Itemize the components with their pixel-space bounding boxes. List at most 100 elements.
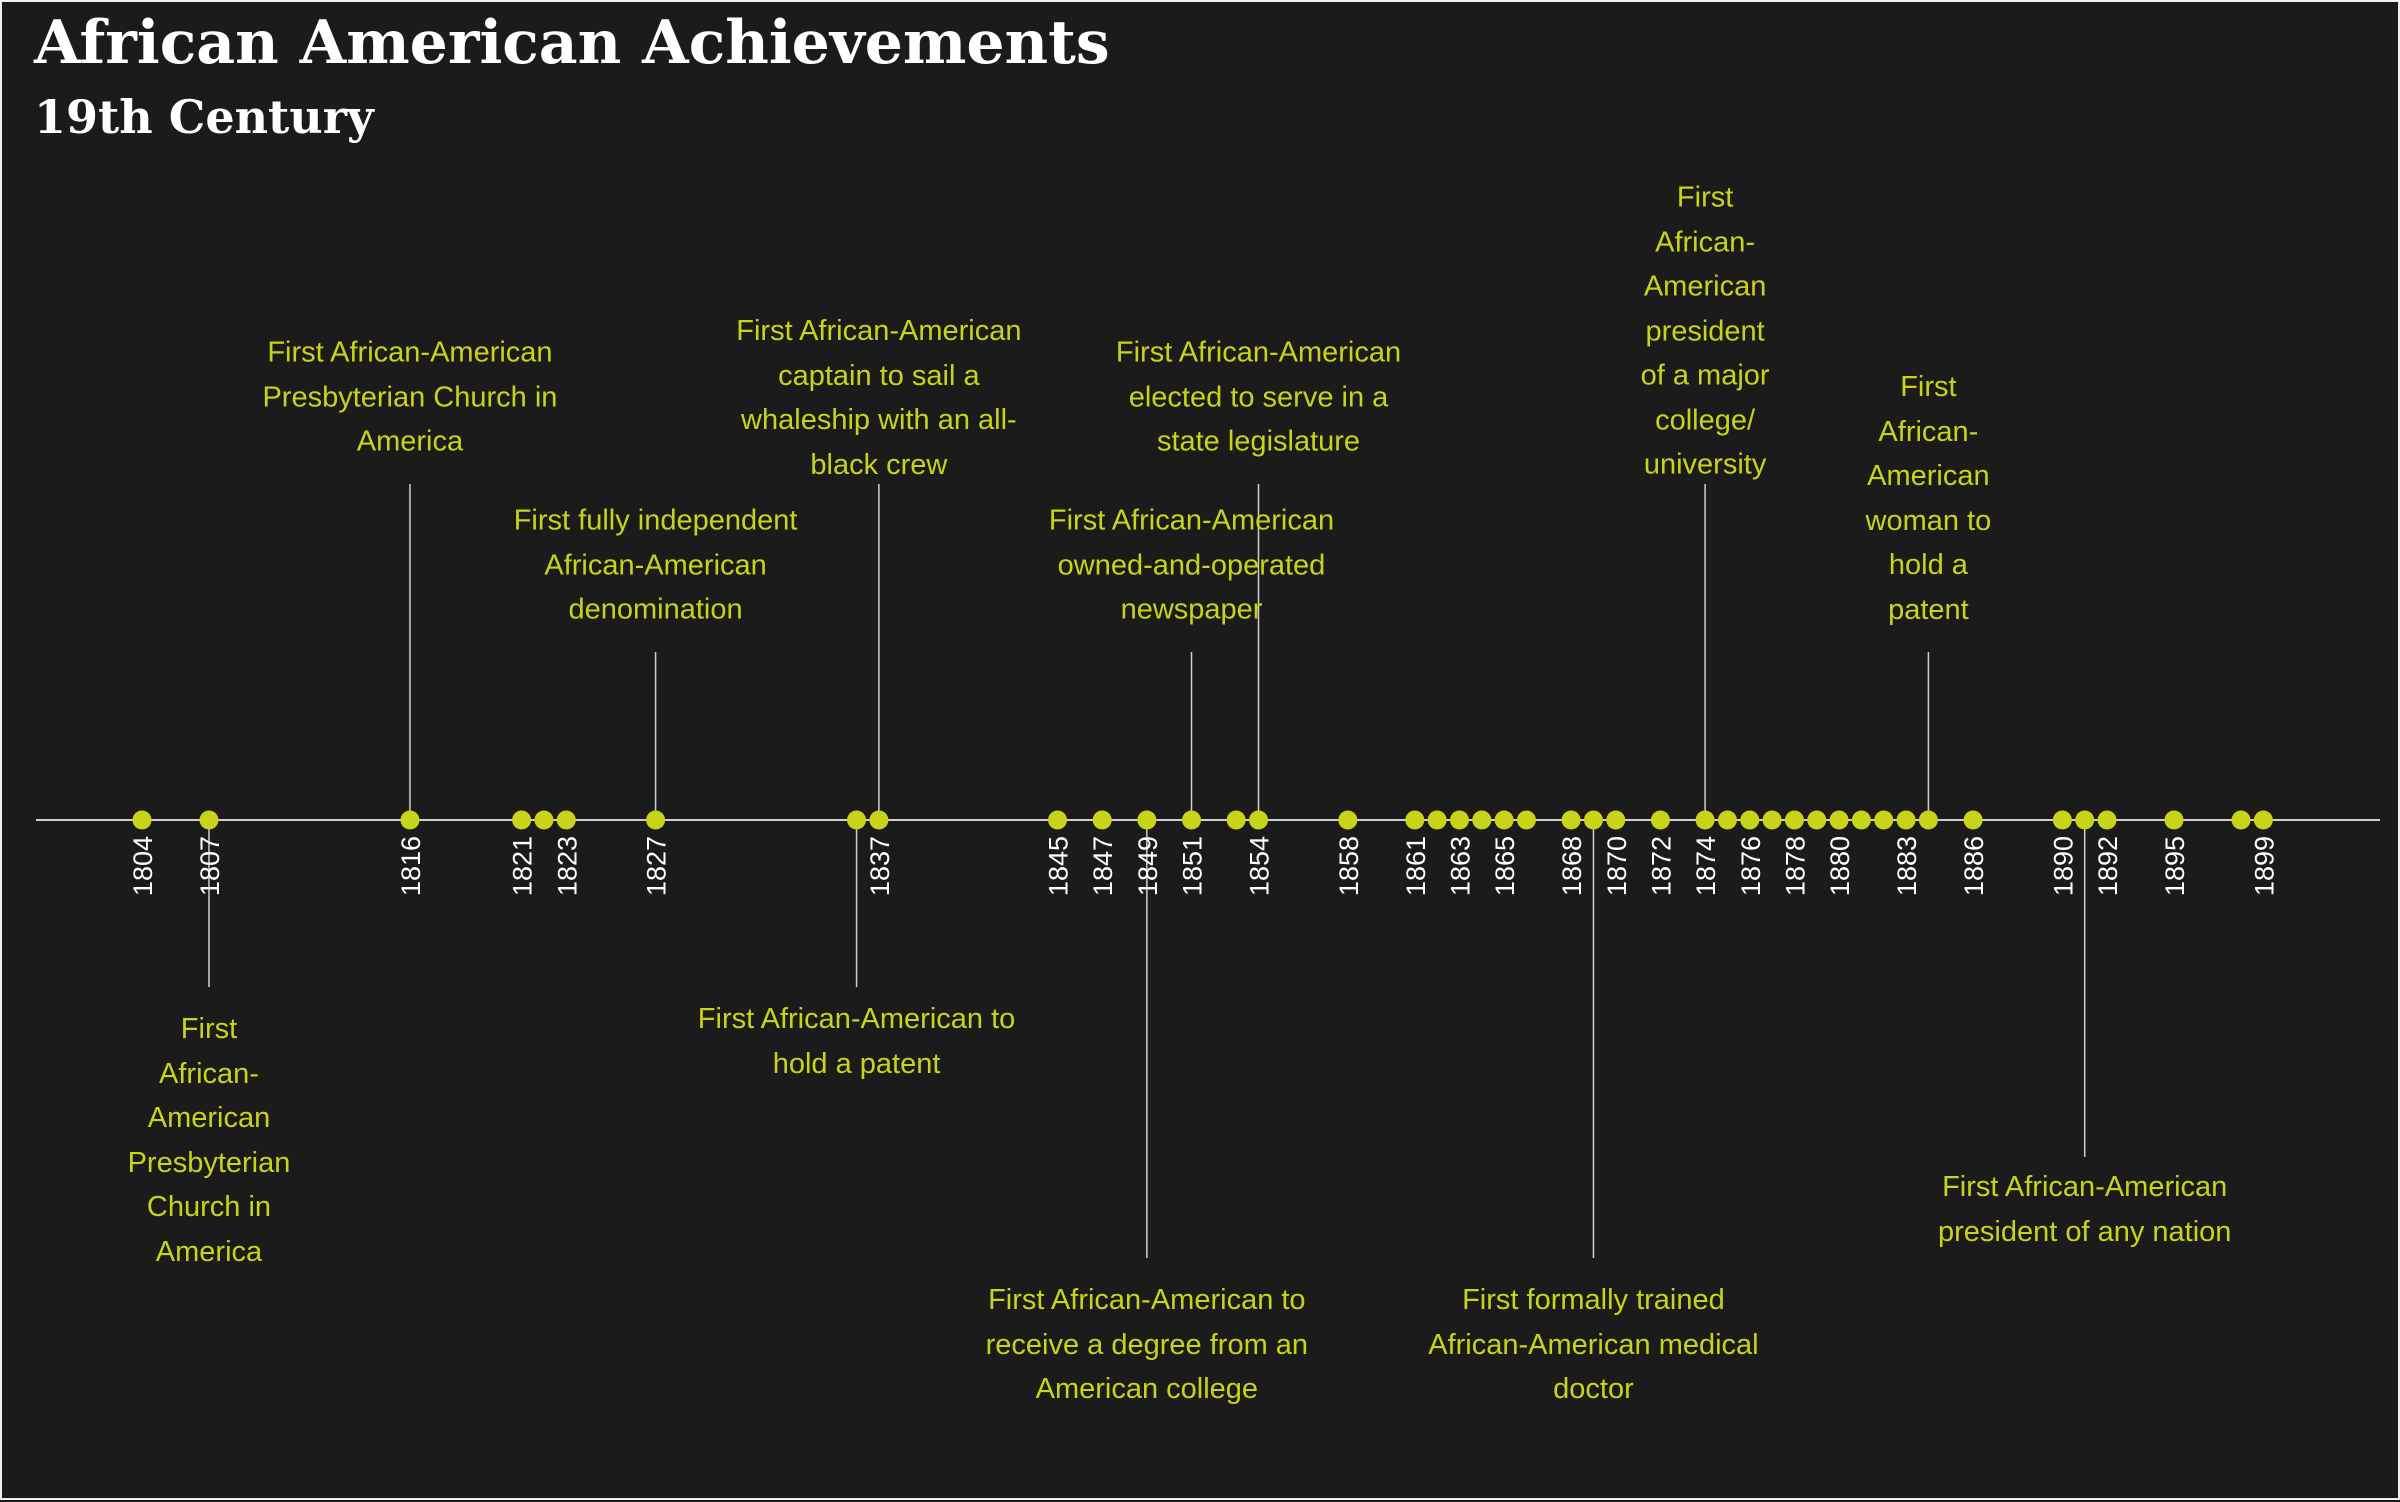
annotation-line: African-American — [544, 549, 767, 581]
event-marker — [2231, 810, 2251, 830]
event-marker — [1829, 810, 1849, 830]
year-tick-label: 1849 — [1133, 836, 1163, 896]
annotation-line: First — [1676, 181, 1734, 214]
event-marker — [1427, 810, 1447, 830]
annotation-line: African- — [1878, 415, 1979, 448]
event-marker — [512, 810, 532, 830]
event-marker — [2052, 810, 2072, 830]
annotation-label: First African-American owned-and-operated… — [1027, 499, 1357, 633]
year-tick-label: 1847 — [1088, 836, 1118, 896]
annotation-line: of a major — [1640, 359, 1770, 392]
annotation-line: American — [147, 1102, 271, 1134]
event-marker — [2164, 810, 2184, 830]
annotation-label: First African-American president of any n… — [1915, 1165, 2255, 1254]
year-tick-label: 1854 — [1245, 836, 1275, 896]
event-marker — [1784, 810, 1804, 830]
annotation-line: First African-American to — [988, 1284, 1306, 1316]
year-tick-label: 1892 — [2093, 836, 2123, 896]
event-marker — [1717, 810, 1737, 830]
annotation-line: black crew — [810, 448, 948, 481]
event-marker — [2097, 810, 2117, 830]
annotation-line: hold a patent — [772, 1047, 941, 1080]
year-tick-label: 1878 — [1780, 836, 1810, 896]
annotation-line: Church in — [146, 1191, 272, 1223]
year-tick-label: 1868 — [1557, 836, 1587, 896]
year-tick-label: 1880 — [1825, 836, 1855, 896]
year-tick-label: 1845 — [1044, 836, 1074, 896]
year-tick-label: 1876 — [1736, 836, 1766, 896]
year-tick-label: 1899 — [2249, 836, 2279, 896]
annotation-line: American college — [1035, 1373, 1259, 1405]
event-marker — [1963, 810, 1983, 830]
annotation-label: First African- American woman to hold a paten… — [1853, 365, 2003, 632]
annotation-line: patent — [1888, 593, 1969, 626]
year-tick-label: 1872 — [1646, 836, 1676, 896]
annotation-line: First formally trained — [1462, 1284, 1725, 1316]
annotation-label: First African- American Presbyterian Church … — [114, 1007, 304, 1274]
event-marker — [2075, 810, 2095, 830]
event-marker — [1583, 810, 1603, 830]
annotation-label: First formally trained African-American m… — [1403, 1278, 1783, 1412]
event-marker — [1874, 810, 1894, 830]
year-tick-label: 1823 — [552, 836, 582, 896]
event-marker — [556, 810, 576, 830]
annotation-line: newspaper — [1120, 593, 1263, 626]
event-marker — [534, 810, 554, 830]
year-tick-label: 1861 — [1401, 836, 1431, 896]
event-marker — [400, 810, 420, 830]
annotation-line: First — [1900, 371, 1957, 403]
year-tick-label: 1858 — [1334, 836, 1364, 896]
annotation-line: hold a — [1888, 549, 1968, 581]
annotation-line: First African-American — [1942, 1171, 2228, 1203]
event-marker — [847, 810, 867, 830]
annotation-line: president — [1645, 315, 1765, 347]
event-marker — [1740, 810, 1760, 830]
year-tick-label: 1883 — [1892, 836, 1922, 896]
annotation-line: receive a degree from an — [985, 1328, 1309, 1361]
annotation-label: First African-American to hold a patent — [677, 997, 1037, 1086]
event-marker — [1226, 810, 1246, 830]
annotation-label: First African-American to receive a degre… — [962, 1278, 1332, 1412]
event-marker — [1896, 810, 1916, 830]
year-tick-label: 1870 — [1602, 836, 1632, 896]
year-tick-label: 1807 — [195, 836, 225, 896]
annotation-line: captain to sail a — [778, 359, 980, 392]
chart-title: African American Achievements — [34, 8, 1110, 78]
annotation-line: African-American medical — [1428, 1328, 1759, 1361]
annotation-line: president of any nation — [1937, 1215, 2232, 1248]
event-marker — [2253, 810, 2273, 830]
event-marker — [132, 810, 152, 830]
event-marker — [1807, 810, 1827, 830]
event-marker — [1695, 810, 1715, 830]
year-tick-label: 1851 — [1178, 836, 1208, 896]
event-marker — [1606, 810, 1626, 830]
annotation-line: American — [1867, 460, 1990, 492]
annotation-line: elected to serve in a — [1128, 381, 1389, 413]
annotation-line: First African-American — [1048, 504, 1335, 537]
annotation-line: whaleship with an all- — [741, 404, 1017, 436]
event-marker — [1494, 810, 1514, 830]
event-marker — [1249, 810, 1268, 830]
annotation-line: university — [1643, 448, 1767, 481]
annotation-line: denomination — [568, 593, 743, 626]
event-marker — [1918, 810, 1938, 830]
year-tick-label: 1874 — [1691, 836, 1721, 896]
annotation-label: First fully independent African-American d… — [491, 499, 821, 633]
annotation-line: Presbyterian Church in — [262, 381, 558, 413]
event-marker — [1182, 810, 1202, 830]
event-marker — [1516, 810, 1536, 830]
year-tick-label: 1821 — [508, 836, 538, 896]
chart-subtitle: 19th Century — [34, 90, 374, 144]
event-marker — [1561, 810, 1581, 830]
annotation-line: First African-American — [1115, 336, 1402, 369]
annotation-line: owned-and-operated — [1057, 549, 1326, 581]
year-tick-label: 1890 — [2048, 836, 2078, 896]
annotation-line: First fully independent — [513, 504, 798, 537]
annotation-line: First — [180, 1013, 238, 1045]
year-tick-label: 1865 — [1490, 836, 1520, 896]
annotation-line: First African-American — [736, 315, 1022, 347]
event-marker — [1472, 810, 1492, 830]
annotation-line: African- — [1655, 226, 1756, 258]
annotation-line: Presbyterian — [127, 1146, 291, 1179]
